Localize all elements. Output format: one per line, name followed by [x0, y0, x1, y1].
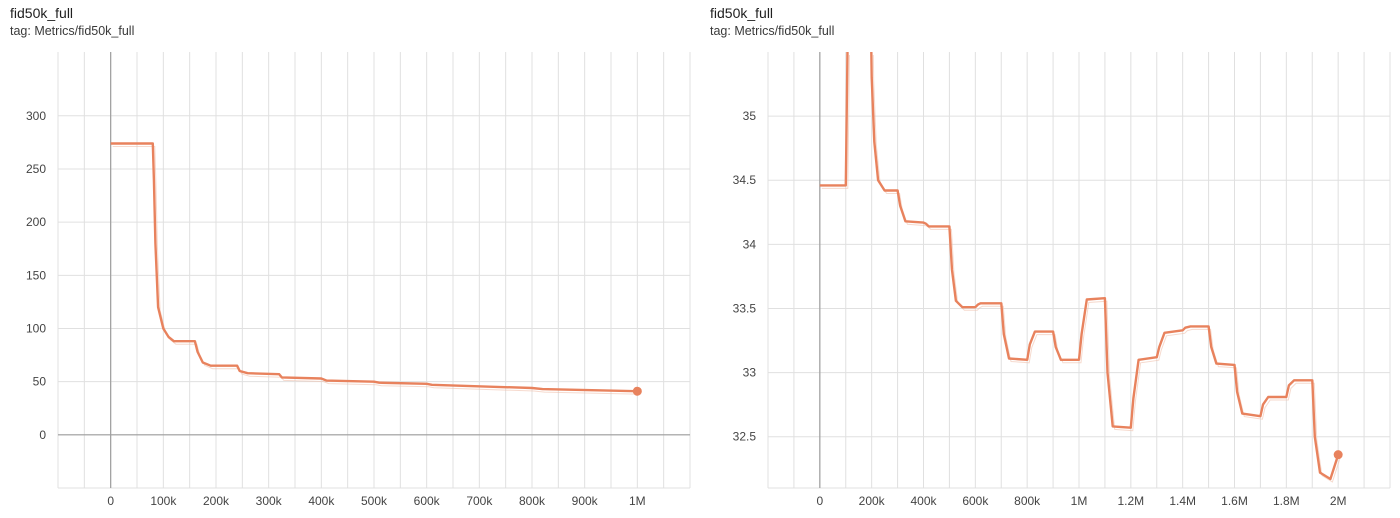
- x-tick-label: 600k: [414, 494, 441, 508]
- series-line: [819, 52, 1340, 481]
- last-point-marker: [632, 386, 642, 396]
- y-tick-label: 34: [743, 237, 757, 251]
- series-line: [110, 142, 638, 393]
- y-tick-label: 0: [39, 428, 46, 442]
- chart-right-svg[interactable]: 32.5 33 33.5 34 34.5 35 0 200k 400k 600k 800k 1M 1.2…: [700, 0, 1400, 518]
- x-tick-label: 400k: [308, 494, 335, 508]
- x-tick-label: 600k: [962, 494, 989, 508]
- chart-title-left: fid50k_full: [10, 5, 74, 21]
- chart-panel-right: fid50k_full tag: Metrics/fid50k_full 32.…: [700, 0, 1400, 518]
- y-tick-label: 200: [26, 215, 46, 229]
- chart-left-svg[interactable]: 0 50 100 150 200 250 300 0 100k 200k 300k 400k 500k 6…: [0, 0, 700, 518]
- chart-title-right: fid50k_full: [710, 5, 774, 21]
- x-tick-label: 2M: [1330, 494, 1347, 508]
- y-tick-label: 35: [743, 109, 757, 123]
- y-tick-label: 32.5: [733, 430, 757, 444]
- x-tick-label: 1.8M: [1273, 494, 1300, 508]
- y-tick-label: 34.5: [733, 173, 757, 187]
- x-tick-label: 0: [816, 494, 823, 508]
- series-raw-line: [112, 146, 640, 395]
- x-tick-label: 1.6M: [1221, 494, 1248, 508]
- last-point-marker: [1333, 450, 1343, 460]
- x-tick-label: 1M: [1071, 494, 1088, 508]
- x-tick-label: 800k: [1014, 494, 1041, 508]
- chart-subtitle-right: tag: Metrics/fid50k_full: [710, 24, 835, 38]
- x-tick-label: 500k: [361, 494, 388, 508]
- x-tick-label: 800k: [519, 494, 546, 508]
- y-tick-label: 33: [743, 366, 757, 380]
- x-tick-label: 700k: [466, 494, 493, 508]
- x-tick-label: 1.2M: [1117, 494, 1144, 508]
- x-tick-label: 200k: [203, 494, 230, 508]
- chart-subtitle-left: tag: Metrics/fid50k_full: [10, 24, 135, 38]
- y-tick-label: 250: [26, 162, 46, 176]
- y-tick-label: 33.5: [733, 301, 757, 315]
- chart-panel-left: fid50k_full tag: Metrics/fid50k_full 0 50…: [0, 0, 700, 518]
- x-tick-label: 900k: [572, 494, 599, 508]
- x-tick-label: 0: [107, 494, 114, 508]
- x-tick-label: 1M: [629, 494, 646, 508]
- x-tick-label: 200k: [859, 494, 886, 508]
- x-tick-label: 100k: [150, 494, 177, 508]
- y-tick-label: 50: [33, 375, 47, 389]
- y-tick-label: 100: [26, 321, 46, 335]
- x-tick-label: 300k: [256, 494, 283, 508]
- y-tick-label: 300: [26, 109, 46, 123]
- x-tick-label: 1.4M: [1169, 494, 1196, 508]
- y-tick-label: 150: [26, 268, 46, 282]
- x-tick-label: 400k: [910, 494, 937, 508]
